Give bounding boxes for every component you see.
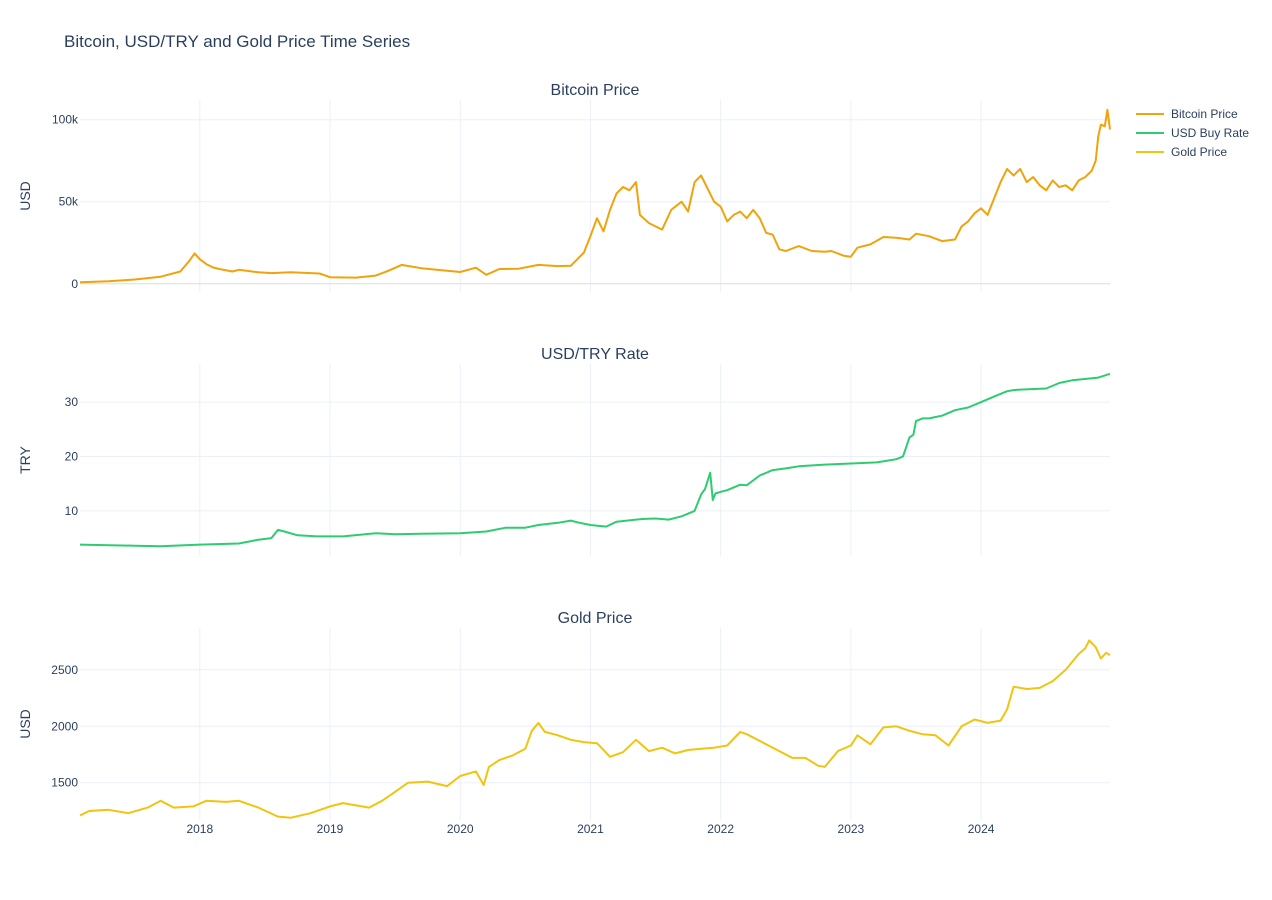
y-tick-label: 30 <box>65 395 79 409</box>
x-tick-label: 2021 <box>577 822 604 836</box>
x-tick-label: 2018 <box>186 822 213 836</box>
y-tick-label: 20 <box>65 449 79 463</box>
subplot-title: Gold Price <box>558 610 633 627</box>
legend: Bitcoin Price USD Buy Rate Gold Price <box>1136 107 1249 159</box>
chart-title: Bitcoin, USD/TRY and Gold Price Time Ser… <box>64 32 411 51</box>
y-tick-label: 100k <box>52 113 79 127</box>
subplot-title: USD/TRY Rate <box>541 346 649 363</box>
y-axis-title: USD <box>17 709 33 739</box>
x-tick-label: 2024 <box>968 822 995 836</box>
y-tick-label: 10 <box>65 504 79 518</box>
series-line-gold-price <box>79 639 1111 819</box>
y-tick-label: 2500 <box>51 663 78 677</box>
x-tick-label: 2019 <box>317 822 344 836</box>
subplot-title: Bitcoin Price <box>551 82 640 99</box>
series-line-usd-buy-rate <box>79 372 1111 548</box>
series-line-bitcoin-price <box>79 108 1111 284</box>
subplot-2: 10 20 30 USD/TRY Rate TRY <box>17 346 1111 556</box>
legend-item-label: Bitcoin Price <box>1171 107 1238 121</box>
y-axis-title: USD <box>17 181 33 211</box>
subplot-3: 1500 2000 2500 Gold Price USD <box>17 610 1111 820</box>
y-axis-title: TRY <box>17 445 33 473</box>
legend-item-label: Gold Price <box>1171 145 1227 159</box>
x-tick-label: 2023 <box>838 822 865 836</box>
x-tick-label: 2020 <box>447 822 474 836</box>
y-tick-label: 1500 <box>51 776 78 790</box>
legend-item-label: USD Buy Rate <box>1171 126 1249 140</box>
y-tick-label: 0 <box>71 277 78 291</box>
subplot-1: 0 50k 100k Bitcoin Price USD <box>17 82 1111 292</box>
y-tick-label: 2000 <box>51 719 78 733</box>
x-tick-label: 2022 <box>707 822 734 836</box>
y-tick-label: 50k <box>59 195 79 209</box>
